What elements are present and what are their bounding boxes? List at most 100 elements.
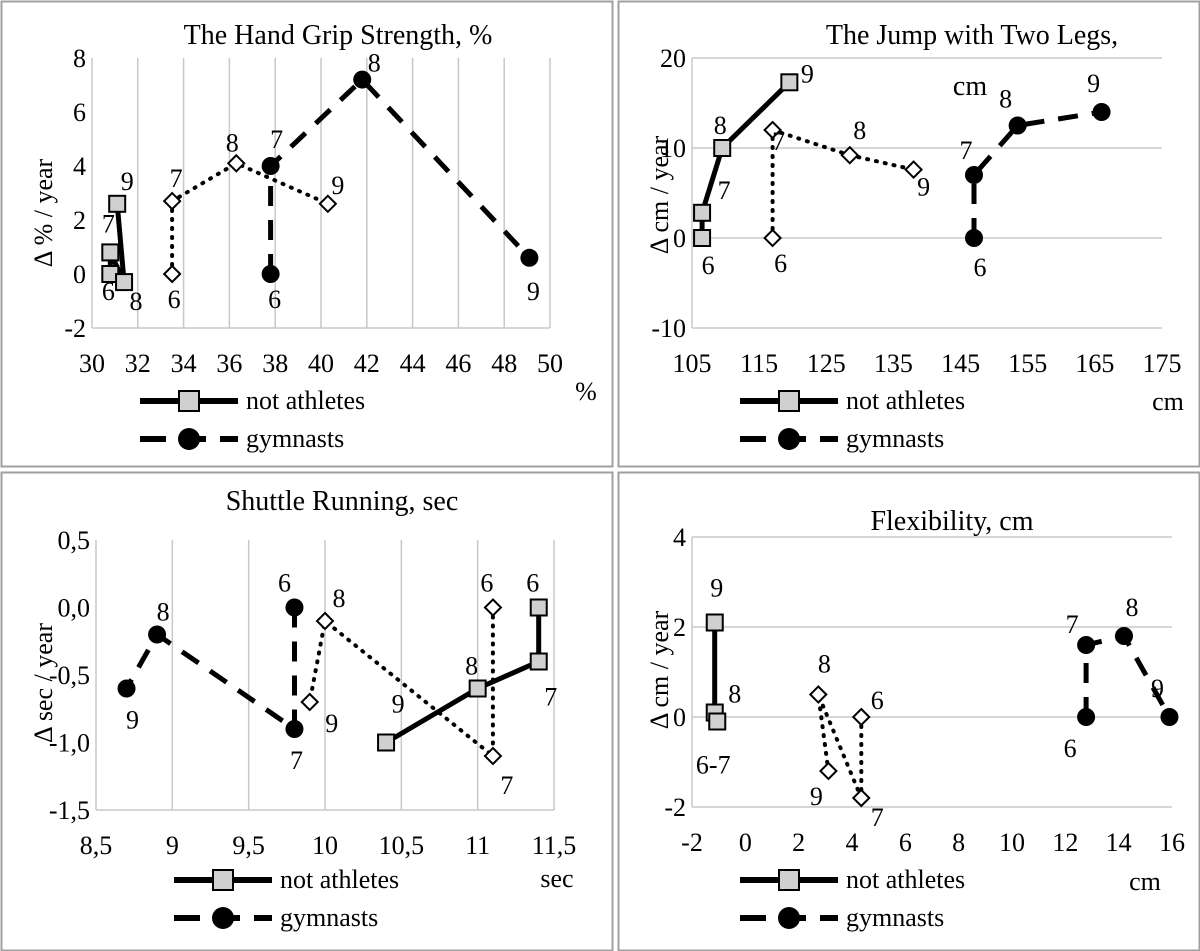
data-point-circle	[117, 679, 136, 698]
y-tick-label: 0	[673, 703, 686, 732]
data-point-diamond	[808, 685, 828, 704]
y-tick-label: -1,0	[49, 729, 90, 758]
data-label: 8	[818, 650, 831, 679]
panel-frame	[0, 0, 614, 468]
y-tick-label: 4	[73, 152, 86, 181]
data-label: 6	[480, 569, 493, 598]
x-axis-label: %	[575, 377, 597, 406]
x-tick-label: 16	[1159, 828, 1185, 857]
x-tick-label: 125	[807, 349, 846, 378]
y-tick-label: -0,5	[49, 661, 90, 690]
x-tick-label: 8,5	[80, 831, 113, 860]
x-tick-label: 2	[792, 828, 805, 857]
legend: not athletes gymnasts	[140, 386, 365, 453]
x-tick-label: 30	[79, 349, 105, 378]
data-label: 8	[226, 128, 239, 157]
x-tick-label: 48	[491, 349, 517, 378]
chart-panel-2: -10 0 10 20 105 115 125 135 145 155 165 175 The Jump…	[617, 0, 1200, 468]
data-label: 8	[853, 116, 866, 145]
data-point-circle	[965, 229, 983, 247]
legend-marker-square	[778, 869, 800, 891]
data-label: 6-7	[696, 751, 731, 780]
data-point-circle	[148, 625, 167, 644]
data-point-square	[705, 613, 724, 632]
data-point-circle	[1160, 708, 1179, 726]
series-line	[307, 605, 495, 761]
chart-panel-3: -1,5 -1,0 -0,5 0,0 0,5 8,5 9 9,5 10 10,5 11 11,5 Shu…	[0, 471, 614, 951]
data-label: 8	[714, 111, 727, 140]
y-tick-label: 2	[673, 613, 686, 642]
data-label: 9	[325, 709, 338, 738]
chart-title: The Hand Grip Strength, %	[184, 20, 493, 51]
data-point-diamond	[315, 611, 335, 631]
data-point-square	[468, 679, 487, 698]
data-point-square	[693, 203, 712, 222]
data-label: 9	[527, 277, 540, 306]
x-tick-label: 42	[354, 349, 380, 378]
x-axis-label: cm	[1152, 387, 1184, 416]
data-label: 9	[810, 782, 823, 811]
y-tick-label: 10	[660, 134, 686, 163]
series-line	[384, 607, 542, 745]
data-point-diamond	[819, 761, 838, 781]
data-label: 8	[728, 680, 741, 709]
y-tick-label: 6	[73, 98, 86, 127]
data-point-circle	[285, 598, 304, 617]
data-point-diamond	[763, 120, 782, 140]
data-label: 6	[268, 285, 281, 314]
data-label: 7	[718, 176, 731, 205]
legend-label-not-athletes: not athletes	[246, 386, 365, 415]
chart-title: Flexibility, cm	[870, 506, 1033, 537]
legend: not athletes gymnasts	[174, 865, 399, 932]
y-tick-label: 0,0	[58, 594, 91, 623]
series-dotted-group: 6 7 8 9	[300, 569, 513, 800]
data-label: 7	[960, 136, 973, 165]
legend-marker-circle	[778, 907, 800, 929]
x-tick-label: 4	[846, 828, 859, 857]
x-tick-label: 135	[874, 349, 913, 378]
data-point-diamond	[162, 264, 182, 284]
x-tick-label: 11	[465, 831, 490, 860]
series-line	[170, 161, 330, 276]
series-line	[268, 76, 532, 274]
legend-marker-square	[778, 390, 800, 412]
x-tick-label: 165	[1075, 349, 1114, 378]
data-label: 7	[102, 209, 115, 238]
data-label: 8	[333, 584, 346, 613]
x-tick-label: 10	[312, 831, 338, 860]
x-tick-label: 145	[941, 349, 980, 378]
data-label: 9	[1087, 69, 1100, 98]
data-point-circle	[1077, 636, 1096, 654]
legend-marker-square	[212, 869, 234, 891]
data-label: 8	[368, 49, 381, 78]
data-label: 8	[465, 652, 478, 681]
gridlines	[691, 57, 1162, 329]
y-tick-label: 8	[73, 44, 86, 73]
series-not-athletes: 6 7 8 9	[693, 59, 814, 280]
x-tick-label: 40	[308, 349, 334, 378]
data-label: 9	[801, 59, 814, 88]
x-tick-label: 9,5	[232, 831, 265, 860]
chart-panel-4: -2 0 2 4 -2 0 2 4 6 8 10 12 14 16 Flexibility, cm Δ cm …	[617, 471, 1200, 951]
data-label: 6	[102, 277, 115, 306]
x-tick-label: 10,5	[379, 831, 425, 860]
data-label: 6	[1064, 734, 1077, 763]
data-point-diamond	[904, 160, 923, 180]
x-tick-label: 175	[1143, 349, 1182, 378]
data-label: 6	[278, 569, 291, 598]
x-tick-label: 14	[1106, 828, 1132, 857]
data-point-circle	[965, 166, 983, 184]
data-label: 6	[974, 253, 987, 282]
y-tick-label: 20	[660, 44, 686, 73]
legend: not athletes gymnasts	[740, 386, 965, 453]
legend-marker-circle	[212, 907, 234, 929]
data-label: 6	[168, 285, 181, 314]
series-line	[699, 80, 792, 238]
data-point-square	[377, 733, 396, 752]
series-not-athletes: 6 79 8	[101, 167, 143, 316]
y-tick-label: -2	[64, 314, 86, 343]
